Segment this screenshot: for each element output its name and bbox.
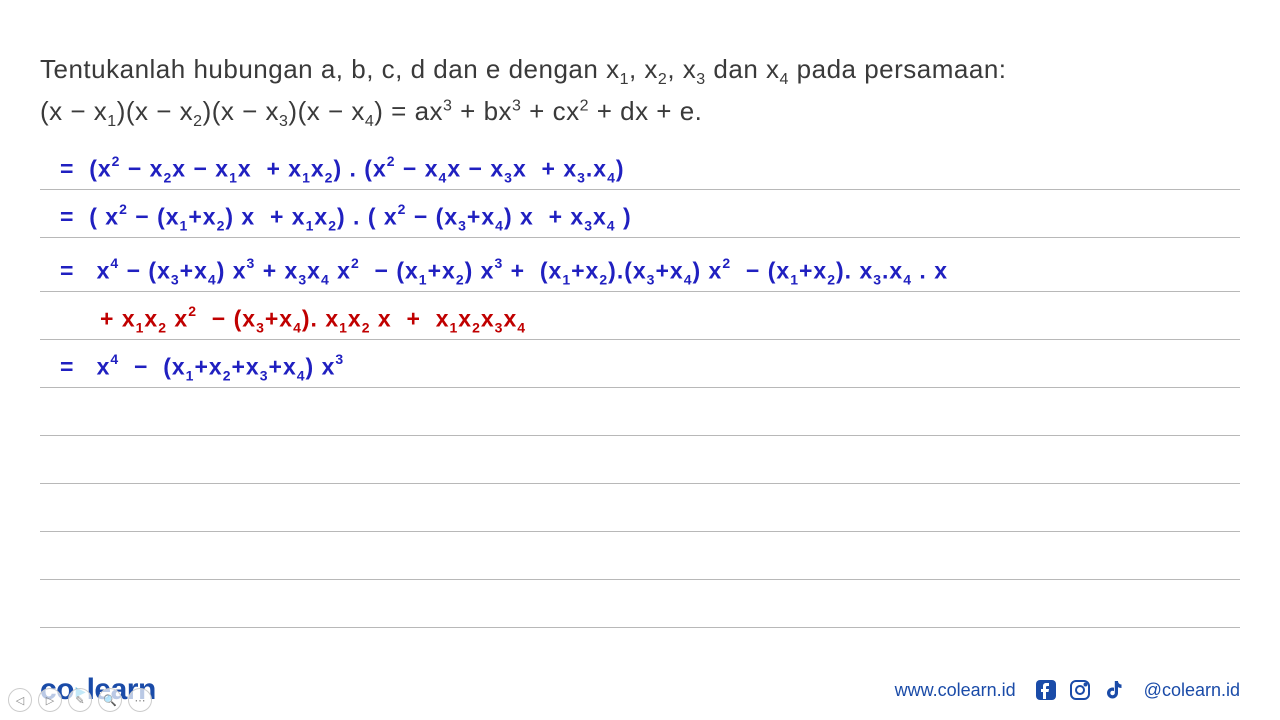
work-line-3: = x4 − (x3+x4) x3 + x3x4 x2 − (x1+x2) x3…	[40, 238, 1240, 292]
footer-right: www.colearn.id @colearn.id	[895, 678, 1240, 702]
empty-line	[40, 580, 1240, 628]
website-link[interactable]: www.colearn.id	[895, 680, 1016, 701]
next-button[interactable]: ▷	[38, 688, 62, 712]
instagram-icon[interactable]	[1068, 678, 1092, 702]
content-area: Tentukanlah hubungan a, b, c, d dan e de…	[0, 0, 1280, 628]
work-line-1: = (x2 − x2x − x1x + x1x2) . (x2 − x4x − …	[40, 142, 1240, 190]
prev-button[interactable]: ◁	[8, 688, 32, 712]
empty-line	[40, 388, 1240, 436]
empty-line	[40, 484, 1240, 532]
work-line-4: + x1x2 x2 − (x3+x4). x1x2 x + x1x2x3x4	[40, 292, 1240, 340]
tiktok-icon[interactable]	[1102, 678, 1126, 702]
zoom-button[interactable]: 🔍	[98, 688, 122, 712]
empty-line	[40, 436, 1240, 484]
work-line-5: = x4 − (x1+x2+x3+x4) x3	[40, 340, 1240, 388]
problem-statement: Tentukanlah hubungan a, b, c, d dan e de…	[40, 50, 1240, 134]
problem-line-2: (x − x1)(x − x2)(x − x3)(x − x4) = ax3 +…	[40, 92, 1240, 134]
social-icons	[1034, 678, 1126, 702]
footer: co▸learn www.colearn.id @colearn.id	[0, 660, 1280, 720]
social-handle[interactable]: @colearn.id	[1144, 680, 1240, 701]
edit-button[interactable]: ✎	[68, 688, 92, 712]
work-area: = (x2 − x2x − x1x + x1x2) . (x2 − x4x − …	[40, 142, 1240, 628]
more-button[interactable]: ⋯	[128, 688, 152, 712]
problem-line-1: Tentukanlah hubungan a, b, c, d dan e de…	[40, 50, 1240, 92]
empty-line	[40, 532, 1240, 580]
facebook-icon[interactable]	[1034, 678, 1058, 702]
player-controls: ◁ ▷ ✎ 🔍 ⋯	[8, 688, 152, 712]
work-line-2: = ( x2 − (x1+x2) x + x1x2) . ( x2 − (x3+…	[40, 190, 1240, 238]
